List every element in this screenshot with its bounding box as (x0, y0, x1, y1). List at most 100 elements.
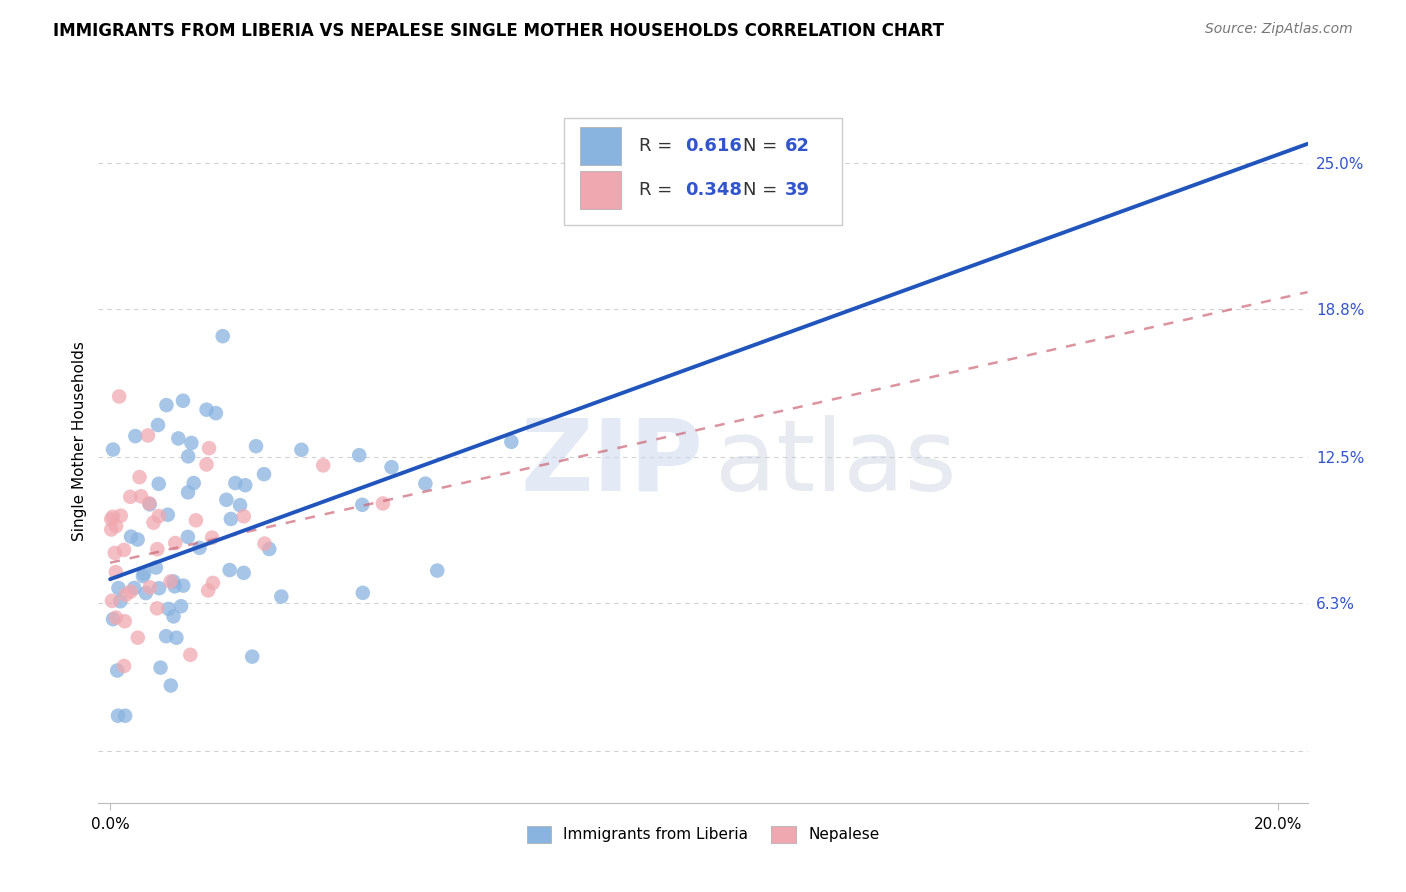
Point (197, 583, 219, 598)
Point (259, 541, 281, 556)
Point (114, 708, 136, 723)
Point (148, 509, 170, 524)
Y-axis label: Single Mother Households: Single Mother Households (72, 342, 87, 541)
Text: N =: N = (742, 181, 783, 199)
Point (107, 581, 129, 595)
Point (138, 497, 160, 511)
Point (142, 516, 165, 530)
Point (195, 458, 218, 472)
FancyBboxPatch shape (579, 128, 621, 165)
Point (155, 629, 177, 643)
Point (233, 478, 256, 492)
Point (114, 614, 136, 628)
Point (110, 508, 132, 523)
Point (120, 584, 142, 599)
Point (148, 476, 170, 491)
Point (170, 599, 193, 614)
Point (184, 513, 207, 527)
Point (132, 566, 155, 581)
Point (135, 586, 157, 600)
Text: Source: ZipAtlas.com: Source: ZipAtlas.com (1205, 22, 1353, 37)
Point (240, 649, 263, 664)
Point (426, 564, 449, 578)
Point (218, 563, 240, 577)
Point (100, 512, 122, 526)
Point (165, 631, 187, 645)
Point (114, 588, 136, 602)
Point (270, 590, 292, 604)
Point (172, 579, 194, 593)
Point (104, 565, 127, 579)
Point (224, 476, 246, 491)
Text: 0.616: 0.616 (685, 137, 742, 155)
Point (108, 389, 131, 403)
Point (180, 436, 202, 450)
Point (120, 490, 142, 504)
Point (105, 664, 128, 678)
Point (139, 580, 162, 594)
Point (159, 678, 181, 692)
Point (104, 610, 127, 624)
Text: atlas: atlas (716, 415, 956, 512)
Point (101, 442, 124, 457)
Text: R =: R = (638, 137, 678, 155)
Point (352, 586, 374, 600)
Point (229, 498, 252, 512)
Point (195, 402, 218, 417)
Point (211, 329, 233, 343)
Point (162, 609, 184, 624)
Point (201, 575, 224, 590)
Point (149, 660, 172, 674)
Point (146, 417, 169, 432)
Point (110, 594, 132, 608)
Point (183, 476, 205, 491)
Point (155, 398, 177, 412)
Point (162, 574, 184, 589)
Point (215, 492, 238, 507)
Point (100, 523, 122, 537)
Text: N =: N = (742, 137, 783, 155)
Point (415, 476, 437, 491)
Point (112, 659, 135, 673)
Point (380, 460, 402, 475)
Point (253, 467, 276, 482)
Text: IMMIGRANTS FROM LIBERIA VS NEPALESE SINGLE MOTHER HOUSEHOLDS CORRELATION CHART: IMMIGRANTS FROM LIBERIA VS NEPALESE SING… (53, 22, 945, 40)
Point (501, 434, 523, 449)
Point (148, 581, 170, 595)
Point (101, 594, 124, 608)
Point (177, 450, 200, 464)
Text: ZIP: ZIP (520, 415, 703, 512)
Point (146, 601, 169, 615)
Point (290, 442, 312, 457)
Point (104, 546, 127, 560)
Text: R =: R = (638, 181, 678, 199)
Point (136, 428, 159, 442)
Point (219, 512, 242, 526)
Point (128, 470, 150, 484)
Point (127, 533, 149, 547)
Point (107, 708, 129, 723)
Point (232, 566, 254, 580)
Point (146, 542, 169, 557)
Point (371, 496, 394, 510)
Point (179, 648, 201, 662)
Point (132, 569, 155, 583)
Point (124, 429, 146, 443)
Point (253, 536, 276, 550)
Point (156, 508, 179, 522)
Point (312, 458, 335, 473)
FancyBboxPatch shape (564, 118, 842, 225)
Point (101, 612, 124, 626)
Point (205, 406, 228, 420)
Point (138, 496, 160, 510)
Point (188, 541, 211, 555)
Point (159, 574, 181, 589)
Point (157, 602, 180, 616)
Point (201, 531, 224, 545)
Text: 62: 62 (785, 137, 810, 155)
Point (127, 631, 149, 645)
Point (112, 542, 135, 557)
Point (198, 441, 221, 455)
Point (177, 530, 200, 544)
Point (172, 393, 194, 408)
